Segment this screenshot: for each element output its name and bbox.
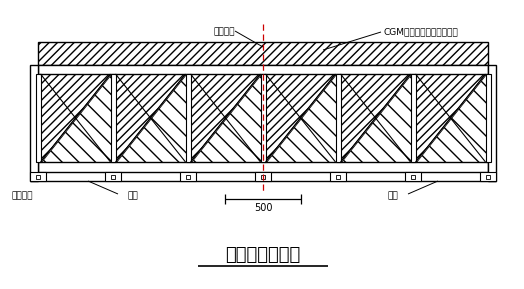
Polygon shape <box>115 74 185 162</box>
Polygon shape <box>266 74 335 162</box>
Bar <box>486 74 490 162</box>
Polygon shape <box>416 74 486 162</box>
Polygon shape <box>40 74 111 162</box>
Bar <box>330 172 346 181</box>
Bar <box>486 175 490 179</box>
Bar <box>30 65 38 181</box>
Bar <box>186 175 190 179</box>
Polygon shape <box>191 74 260 162</box>
Bar <box>38 162 488 172</box>
Polygon shape <box>341 74 410 162</box>
Text: 对拉螺栓: 对拉螺栓 <box>12 192 33 201</box>
Bar <box>411 175 415 179</box>
Bar <box>410 74 416 162</box>
Bar <box>185 74 191 162</box>
Bar <box>488 65 496 181</box>
Bar <box>255 172 271 181</box>
Bar <box>38 74 488 162</box>
Bar <box>335 74 341 162</box>
Bar <box>111 175 115 179</box>
Bar <box>111 74 115 162</box>
Polygon shape <box>266 74 335 162</box>
Text: CGM高强无收缩灌浆料灌实: CGM高强无收缩灌浆料灌实 <box>383 27 458 36</box>
Bar <box>180 172 196 181</box>
Text: 预制钢梁示意图: 预制钢梁示意图 <box>225 246 301 264</box>
Bar <box>30 172 46 181</box>
Text: 角钢: 角钢 <box>388 192 398 201</box>
Polygon shape <box>115 74 185 162</box>
Text: 梁跨中线: 梁跨中线 <box>213 27 235 36</box>
Bar <box>38 65 488 74</box>
Polygon shape <box>40 74 111 162</box>
Polygon shape <box>416 74 486 162</box>
Bar <box>261 175 265 179</box>
Bar <box>36 74 40 162</box>
Polygon shape <box>341 74 410 162</box>
Bar <box>260 74 266 162</box>
Bar <box>405 172 421 181</box>
Bar <box>38 42 488 65</box>
Polygon shape <box>191 74 260 162</box>
Text: 500: 500 <box>254 203 272 213</box>
Bar <box>36 175 40 179</box>
Text: 角钢: 角钢 <box>128 192 138 201</box>
Bar <box>480 172 496 181</box>
Bar <box>336 175 340 179</box>
Bar <box>105 172 121 181</box>
